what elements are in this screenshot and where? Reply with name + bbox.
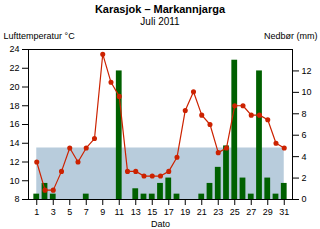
svg-text:19: 19 <box>180 207 190 217</box>
svg-text:12: 12 <box>9 157 19 167</box>
svg-text:11: 11 <box>115 207 124 217</box>
svg-text:10: 10 <box>302 87 312 97</box>
svg-text:Dato: Dato <box>151 219 170 229</box>
svg-text:3: 3 <box>51 207 56 217</box>
svg-text:16: 16 <box>9 119 19 129</box>
svg-text:7: 7 <box>84 207 89 217</box>
svg-text:4: 4 <box>302 152 307 162</box>
html-text:Karasjok – Markannjarga: Karasjok – Markannjarga <box>94 3 226 15</box>
svg-text:15: 15 <box>147 207 157 217</box>
svg-text:27: 27 <box>246 207 256 217</box>
svg-text:13: 13 <box>131 207 141 217</box>
svg-text:21: 21 <box>197 207 207 217</box>
svg-text:23: 23 <box>213 207 223 217</box>
svg-text:25: 25 <box>230 207 240 217</box>
svg-text:9: 9 <box>100 207 105 217</box>
svg-text:24: 24 <box>9 44 19 54</box>
svg-text:31: 31 <box>279 207 289 217</box>
svg-text:Lufttemperatur °C: Lufttemperatur °C <box>4 31 76 41</box>
svg-text:18: 18 <box>9 101 19 111</box>
svg-text:29: 29 <box>263 207 273 217</box>
svg-text:6: 6 <box>302 130 307 140</box>
svg-text:2: 2 <box>302 173 307 183</box>
svg-text:10: 10 <box>9 176 19 186</box>
svg-text:8: 8 <box>302 109 307 119</box>
svg-text:17: 17 <box>164 207 174 217</box>
svg-text:20: 20 <box>9 82 19 92</box>
svg-text:12: 12 <box>302 66 312 76</box>
svg-text:1: 1 <box>34 207 39 217</box>
svg-text:22: 22 <box>9 63 19 73</box>
svg-text:8: 8 <box>14 194 19 204</box>
html-text:Juli 2011: Juli 2011 <box>140 16 180 27</box>
svg-text:5: 5 <box>67 207 72 217</box>
svg-text:14: 14 <box>9 138 19 148</box>
svg-text:Nedbør (mm): Nedbør (mm) <box>264 31 318 41</box>
svg-text:0: 0 <box>302 194 307 204</box>
